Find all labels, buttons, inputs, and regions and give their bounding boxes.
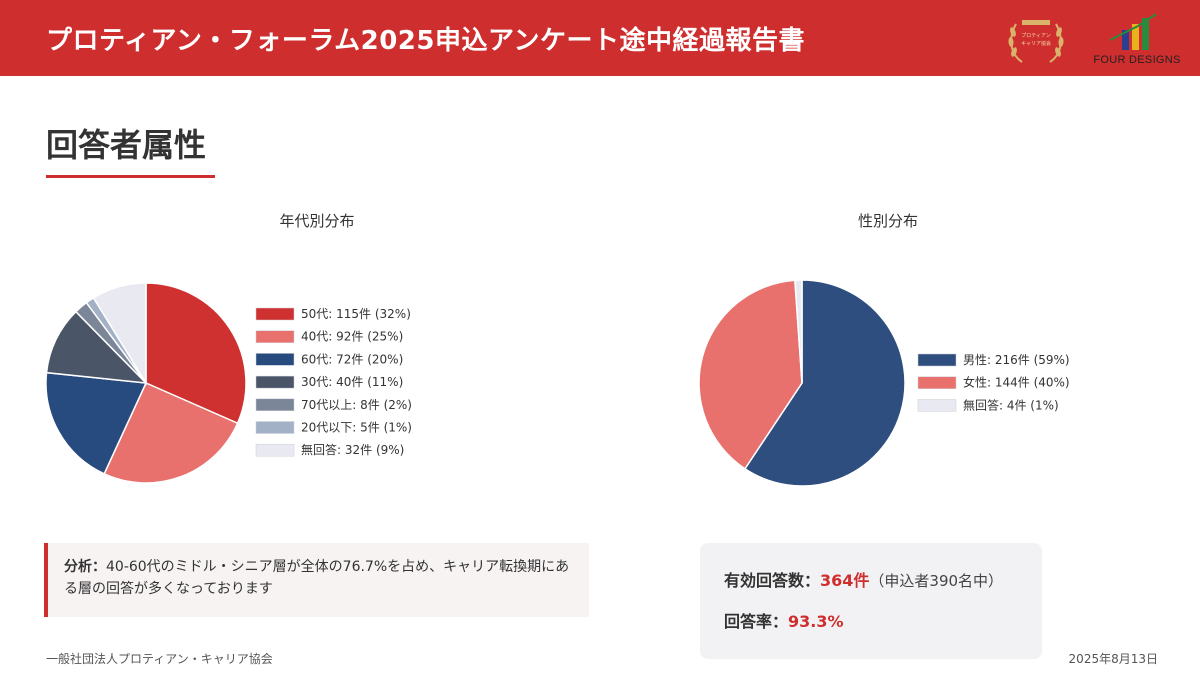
footer-organization: 一般社団法人プロティアン・キャリア協会 xyxy=(46,652,273,666)
age-distribution-pie-chart: 50代: 115件 (32%) 40代: 92件 (25%) 60代: 72件 (2… xyxy=(45,282,412,484)
legend-swatch xyxy=(255,398,295,412)
pie-slice xyxy=(45,310,148,384)
legend-label: 女性: 144件 (40%) xyxy=(963,375,1070,390)
legend-label: 男性: 216件 (59%) xyxy=(963,353,1070,367)
valid-responses-value: 364件 xyxy=(820,571,870,590)
pie-slice xyxy=(45,371,148,475)
legend-label: 20代以下: 5件 (1%) xyxy=(301,421,412,435)
legend-label: 30代: 40件 (11%) xyxy=(301,375,403,389)
analysis-label: 分析： xyxy=(64,559,106,575)
legend-label: 無回答: 32件 (9%) xyxy=(301,442,404,457)
legend-swatch xyxy=(917,399,957,412)
legend-swatch xyxy=(917,376,957,389)
legend-swatch xyxy=(255,421,295,434)
analysis-text: 40-60代のミドル・シニア層が全体の76.7%を占め、キャリア転換期にある層の… xyxy=(64,559,570,597)
header-bar: プロティアン・フォーラム2025申込アンケート途中経過報告書 xyxy=(0,0,1200,76)
legend-swatch xyxy=(255,353,295,366)
four-designs-logo xyxy=(1109,13,1157,50)
pie-slice xyxy=(103,382,239,484)
laurel-seal-logo: プロティアン キャリア協会 xyxy=(1008,20,1064,63)
logo-wordmark: FOUR DESIGNS xyxy=(1093,54,1181,66)
valid-responses-label: 有効回答数： xyxy=(724,571,821,590)
analysis-box: 分析：40-60代のミドル・シニア層が全体の76.7%を占め、キャリア転換期にあ… xyxy=(44,543,589,617)
report-title: プロティアン・フォーラム2025申込アンケート途中経過報告書 xyxy=(46,26,805,56)
legend-swatch xyxy=(255,375,295,389)
svg-text:キャリア協会: キャリア協会 xyxy=(1021,40,1051,47)
gender-chart-title: 性別分布 xyxy=(857,212,919,230)
valid-responses-note: （申込者390名中） xyxy=(869,572,1004,590)
response-stats-card: 有効回答数：364件（申込者390名中） 回答率：93.3% xyxy=(700,543,1042,659)
legend-swatch xyxy=(255,330,295,343)
pie-slice xyxy=(92,282,147,386)
pie-slice xyxy=(743,279,906,487)
age-chart-title: 年代別分布 xyxy=(279,212,355,230)
gender-distribution-pie-chart: 男性: 216件 (59%) 女性: 144件 (40%) 無回答: 4件 (1%) xyxy=(698,279,1070,487)
footer-date: 2025年8月13日 xyxy=(1068,652,1158,666)
response-rate-label: 回答率： xyxy=(724,612,789,631)
legend-label: 70代以上: 8件 (2%) xyxy=(301,398,412,412)
svg-text:プロティアン: プロティアン xyxy=(1021,33,1051,39)
legend-swatch xyxy=(255,443,295,457)
legend-label: 40代: 92件 (25%) xyxy=(301,330,403,344)
valid-responses-line: 有効回答数：364件（申込者390名中） xyxy=(724,567,1042,593)
legend-label: 60代: 72件 (20%) xyxy=(301,352,403,366)
legend-label: 50代: 115件 (32%) xyxy=(301,307,411,321)
section-underline xyxy=(46,175,215,178)
pie-slice xyxy=(794,279,803,384)
legend-swatch xyxy=(255,307,295,321)
response-rate-line: 回答率：93.3% xyxy=(724,608,1042,634)
pie-slice xyxy=(698,279,803,470)
legend-swatch xyxy=(917,353,957,367)
section-title: 回答者属性 xyxy=(46,126,207,164)
legend-label: 無回答: 4件 (1%) xyxy=(963,397,1059,412)
pie-slice xyxy=(145,282,247,425)
response-rate-value: 93.3% xyxy=(788,612,844,631)
